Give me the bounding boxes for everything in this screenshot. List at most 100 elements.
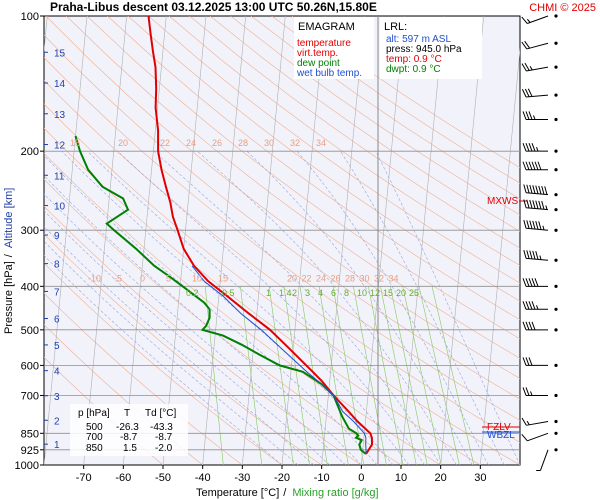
mixing-ratio-label: 0.2 [186, 288, 199, 298]
wind-barb-feather [529, 199, 533, 209]
altitude-tick-label: 8 [54, 260, 60, 271]
wind-barb-feather [536, 305, 539, 310]
table-cell: -8.7 [120, 432, 138, 443]
wind-barb [536, 448, 558, 472]
wind-barb-feather [525, 142, 530, 152]
wind-barb-dot [554, 14, 558, 18]
table-cell: -26.3 [116, 422, 139, 433]
y-axis-title-altitude: Altitude [km] [3, 188, 15, 249]
wind-barb-staff [526, 192, 549, 196]
wind-barb-feather [524, 62, 530, 71]
wind-barb-feather [539, 255, 542, 260]
wind-barb-dot [554, 363, 558, 367]
wind-barb-feather [531, 321, 536, 331]
wind-barb [522, 142, 558, 153]
isotherm [400, 16, 445, 465]
x-tick-label: -70 [76, 472, 92, 484]
x-tick-label: 10 [395, 472, 407, 484]
moist-adiabat [246, 150, 473, 465]
dry-adiabat [127, 16, 520, 302]
wind-barb-feather [524, 40, 531, 49]
wind-barb-feather [521, 434, 528, 442]
y-axis-title: Pressure [hPa] [3, 261, 15, 334]
wind-barb [521, 14, 558, 24]
wind-barb-staff [526, 257, 549, 261]
wind-barb-dot [554, 193, 558, 197]
wind-barb-feather [525, 387, 530, 396]
wind-barb-feather [528, 321, 533, 331]
series-layer [74, 16, 374, 455]
wind-barb-feather [523, 250, 527, 259]
legend-temperature: temperature [297, 38, 351, 49]
mixing-ratio-label: 3 [305, 288, 310, 298]
table-header-t: T [124, 408, 130, 419]
mixing-ratio-line [390, 286, 428, 465]
x-axis-label: Temperature [°C] / Mixing ratio [g/kg] [196, 487, 379, 499]
wind-barb-dot [554, 65, 558, 69]
wind-barb-feather [528, 111, 533, 120]
y-axis-label: Pressure [hPa] / Altitude [km] [3, 188, 15, 334]
altitude-tick-label: 9 [54, 231, 60, 242]
lrl-temp: temp: 0.9 °C [386, 54, 442, 65]
isotherm [202, 16, 246, 465]
lrl-altitude: alt: 597 m ASL [386, 34, 451, 45]
wind-barb [522, 387, 558, 398]
wind-barb [522, 278, 558, 288]
wind-barb-feather [535, 251, 539, 260]
legend-wet-bulb: wet bulb temp. [296, 68, 362, 79]
altitude-tick-label: 10 [54, 202, 66, 213]
wind-barb-staff [526, 420, 549, 426]
wind-barb-staff [526, 227, 549, 231]
wind-barb-feather [532, 220, 536, 230]
dry-adiabat-label: 0 [140, 273, 145, 283]
wind-barb-feather [522, 278, 527, 287]
dry-adiabat [230, 16, 520, 216]
lrl-title: LRL: [384, 21, 407, 33]
altitude-tick-label: 14 [54, 79, 66, 90]
series-dew-point [74, 135, 367, 455]
wind-barbs [521, 14, 558, 472]
wind-barb [523, 184, 558, 197]
dry-adiabat [251, 16, 520, 200]
dry-adiabat-label: 20 [287, 273, 297, 283]
dry-adiabat-label: 24 [316, 273, 326, 283]
wind-barb [522, 321, 558, 332]
wind-barb-feather [523, 184, 527, 193]
dry-adiabat-label: 24 [186, 138, 196, 148]
dry-adiabat-label: 15 [218, 273, 228, 283]
wind-barb-staff [526, 207, 549, 211]
y-tick-label: 300 [21, 225, 39, 237]
wind-barb-feather [521, 41, 528, 50]
wind-barb-feather [522, 161, 527, 170]
dry-adiabat-label: 20 [118, 138, 128, 148]
mixing-ratio-label: 12 [370, 288, 380, 298]
dry-adiabat [44, 34, 520, 400]
y-tick-label: 850 [21, 428, 39, 440]
wind-barb-dot [554, 41, 558, 45]
x-axis-sep: / [283, 487, 287, 499]
mxws-label: MXWS [487, 196, 518, 207]
wind-barb-staff [540, 449, 549, 471]
wind-barb-staff [526, 94, 549, 98]
x-tick-label: -20 [274, 472, 290, 484]
y-tick-label: 600 [21, 360, 39, 372]
wind-barb-feather [533, 115, 536, 120]
wind-barb [521, 62, 558, 72]
wind-barb-dot [554, 393, 558, 398]
wind-barb [521, 40, 558, 50]
altitude-tick-label: 15 [54, 48, 66, 59]
plot-area [43, 15, 521, 466]
wind-barb-feather [525, 111, 530, 120]
wind-barb-feather [521, 16, 528, 24]
lrl-box: LRL: alt: 597 m ASL press: 945.0 hPa tem… [380, 17, 482, 79]
dry-adiabat-label: 5 [166, 273, 171, 283]
wind-barb-feather [525, 278, 530, 287]
altitude-tick-label: 12 [54, 141, 66, 152]
wind-barb-feather [528, 142, 533, 152]
wind-barb-feather [522, 321, 527, 331]
isotherm [480, 47, 520, 465]
dry-adiabat-label: 28 [238, 138, 248, 148]
dry-adiabat-label: -5 [114, 273, 122, 283]
mixing-ratio-line [431, 286, 475, 465]
wind-barb-feather [528, 301, 533, 310]
